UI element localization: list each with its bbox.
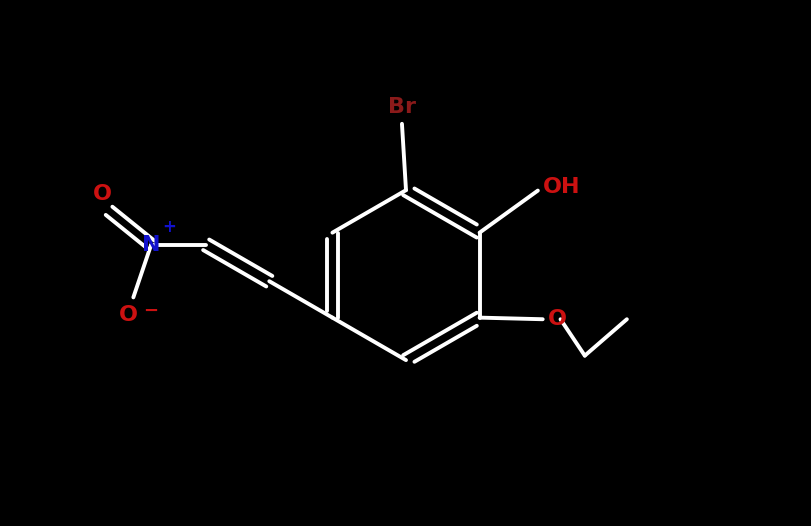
Text: O: O xyxy=(93,184,112,204)
Text: +: + xyxy=(162,218,176,236)
Text: OH: OH xyxy=(542,177,580,197)
Text: N: N xyxy=(142,235,161,255)
Text: −: − xyxy=(144,302,158,320)
Text: Br: Br xyxy=(388,97,415,117)
Text: O: O xyxy=(119,306,138,326)
Text: O: O xyxy=(547,309,566,329)
